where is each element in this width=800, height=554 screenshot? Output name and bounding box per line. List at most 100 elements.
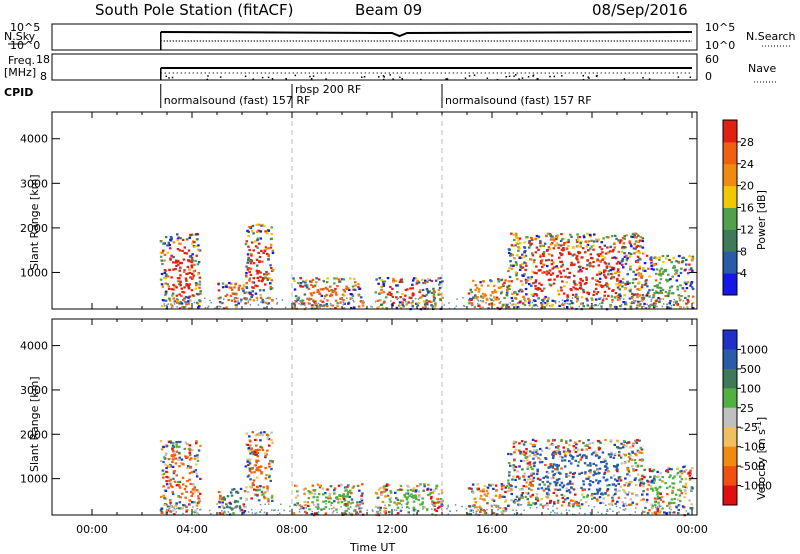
- noise-cell: [243, 505, 245, 508]
- noise-cell: [531, 306, 533, 309]
- data-cell: [183, 286, 186, 289]
- data-cell: [398, 301, 402, 304]
- data-cell: [172, 297, 175, 300]
- colorbar-tick-label: 25: [740, 402, 754, 415]
- data-cell: [518, 477, 521, 480]
- nave-dot: [168, 77, 170, 79]
- data-cell: [246, 443, 249, 446]
- data-cell: [518, 442, 521, 445]
- data-cell: [521, 492, 524, 495]
- data-cell: [198, 299, 201, 302]
- data-cell: [251, 482, 255, 485]
- data-cell: [643, 302, 646, 305]
- data-cell: [603, 244, 606, 247]
- data-cell: [596, 468, 599, 471]
- data-cell: [556, 234, 559, 237]
- data-cell: [293, 304, 297, 307]
- data-cell: [514, 485, 518, 489]
- noise-cell: [264, 307, 266, 309]
- data-cell: [412, 506, 416, 509]
- noise-cell: [682, 300, 685, 302]
- data-cell: [178, 283, 181, 286]
- data-cell: [508, 287, 511, 290]
- data-cell: [640, 452, 644, 455]
- noise-cell: [251, 508, 253, 511]
- data-cell: [186, 465, 190, 468]
- data-cell: [670, 261, 673, 264]
- noise-cell: [670, 508, 672, 511]
- data-cell: [255, 459, 258, 462]
- noise-cell: [497, 506, 500, 509]
- data-cell: [517, 249, 520, 252]
- noise-cell: [398, 304, 400, 307]
- data-cell: [639, 484, 642, 487]
- data-cell: [536, 477, 540, 480]
- noise-cell: [673, 301, 675, 303]
- noise-cell: [643, 298, 645, 300]
- noise-cell: [633, 302, 636, 304]
- data-cell: [600, 248, 604, 251]
- noise-cell: [321, 305, 324, 308]
- data-cell: [351, 285, 355, 288]
- data-cell: [666, 295, 670, 298]
- data-cell: [309, 292, 313, 295]
- data-cell: [542, 489, 546, 492]
- data-cell: [521, 253, 524, 256]
- data-cell: [532, 304, 536, 307]
- data-cell: [678, 254, 681, 258]
- data-cell: [543, 297, 546, 300]
- data-cell: [351, 486, 354, 489]
- data-cell: [634, 273, 638, 276]
- data-cell: [683, 496, 686, 499]
- data-cell: [335, 508, 338, 511]
- data-cell: [580, 302, 583, 305]
- data-cell: [168, 299, 172, 302]
- data-cell: [248, 270, 251, 274]
- data-cell: [602, 476, 605, 479]
- data-cell: [431, 305, 435, 308]
- data-cell: [269, 479, 272, 482]
- data-cell: [613, 452, 617, 456]
- data-cell: [654, 279, 658, 282]
- noise-cell: [609, 508, 611, 510]
- data-cell: [633, 243, 637, 246]
- data-cell: [182, 504, 185, 507]
- data-cell: [406, 506, 409, 509]
- data-cell: [594, 452, 598, 455]
- noise-cell: [604, 504, 607, 506]
- data-cell: [646, 285, 649, 288]
- data-cell: [576, 239, 580, 242]
- data-cell: [339, 301, 342, 304]
- data-cell: [390, 293, 393, 296]
- data-cell: [545, 304, 549, 307]
- data-cell: [514, 244, 517, 247]
- data-cell: [608, 250, 612, 253]
- noise-cell: [265, 513, 268, 516]
- data-cell: [572, 499, 575, 502]
- data-cell: [582, 234, 586, 237]
- data-cell: [619, 485, 622, 488]
- data-cell: [553, 439, 556, 442]
- data-cell: [686, 298, 689, 301]
- data-cell: [620, 250, 624, 253]
- data-cell: [190, 261, 194, 264]
- data-cell: [177, 483, 180, 486]
- data-cell: [311, 484, 315, 487]
- data-cell: [164, 512, 168, 516]
- data-cell: [588, 446, 591, 449]
- data-cell: [476, 295, 479, 299]
- data-cell: [635, 454, 638, 457]
- data-cell: [160, 495, 163, 498]
- data-cell: [185, 509, 189, 512]
- data-cell: [198, 305, 201, 308]
- data-cell: [689, 476, 692, 479]
- data-cell: [181, 476, 185, 479]
- data-cell: [254, 464, 257, 467]
- data-cell: [411, 283, 414, 286]
- data-cell: [264, 477, 268, 480]
- nave-dot: [285, 78, 287, 80]
- data-cell: [167, 287, 171, 290]
- data-cell: [612, 456, 616, 459]
- data-cell: [471, 483, 475, 486]
- data-cell: [607, 262, 611, 265]
